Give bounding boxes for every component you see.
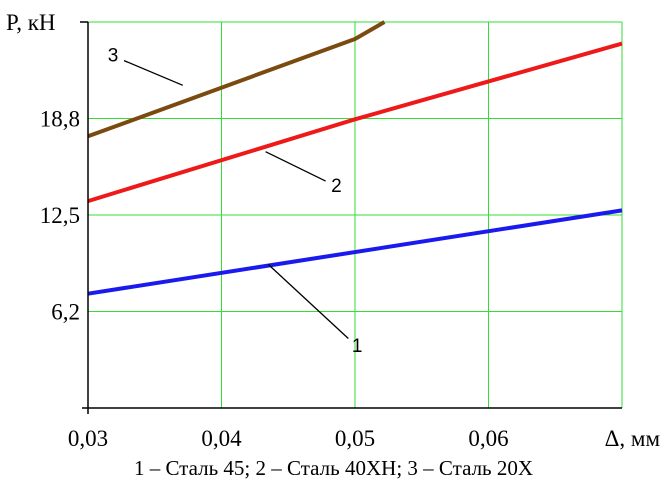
x-tick-label-2: 0,05 <box>335 426 375 451</box>
x-tick-label-0: 0,03 <box>68 426 108 451</box>
tick-labels: 0,03 0,04 0,05 0,06 6,2 12,5 18,8 <box>40 107 509 452</box>
series-line-1 <box>87 208 623 296</box>
callout-line-2 <box>265 151 326 182</box>
x-tick-label-1: 0,04 <box>201 426 242 451</box>
callout-label-2: 2 <box>331 176 342 197</box>
legend-caption: 1 – Сталь 45; 2 – Сталь 40ХН; 3 – Сталь … <box>133 456 534 480</box>
axes <box>80 21 622 414</box>
y-axis-title: P, кН <box>6 10 56 35</box>
callout-label-1: 1 <box>352 336 363 357</box>
callout-line-3 <box>123 60 184 86</box>
series-line-3 <box>87 20 386 139</box>
x-tick-label-3: 0,06 <box>468 426 508 451</box>
series-line-2 <box>87 41 623 204</box>
callout-label-3: 3 <box>108 45 119 66</box>
x-axis-title: Δ, мм <box>605 426 661 451</box>
callout-line-1 <box>267 263 349 339</box>
y-tick-label-2: 18,8 <box>40 107 80 132</box>
y-tick-label-0: 6,2 <box>51 300 80 325</box>
y-tick-label-1: 12,5 <box>40 203 80 228</box>
series-group <box>87 20 623 296</box>
callouts-group: 1 2 3 <box>108 45 363 357</box>
